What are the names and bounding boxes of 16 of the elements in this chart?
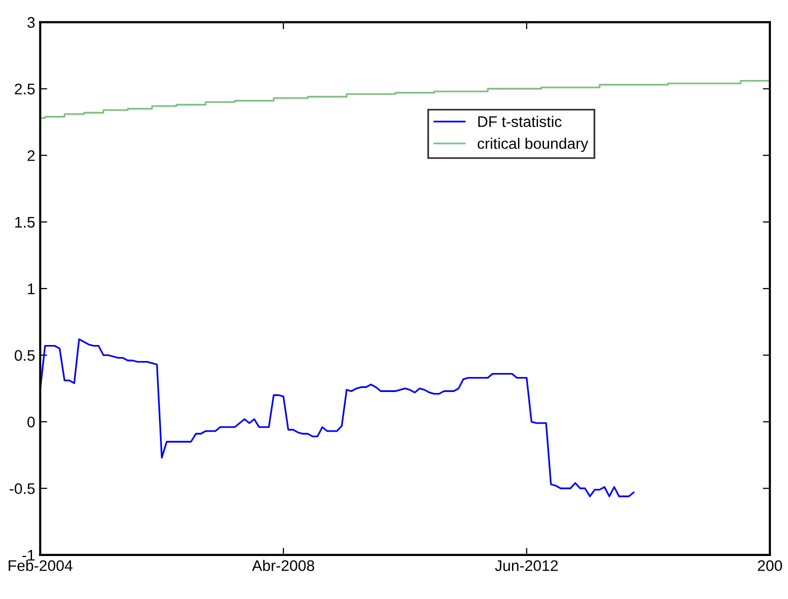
y-tick-label: -1: [22, 550, 35, 561]
legend-label: DF t-statistic: [478, 116, 562, 128]
y-tick-label: 3: [27, 17, 35, 28]
y-tick-label: 0: [27, 416, 35, 428]
x-tick-label: Abr-2008: [252, 560, 314, 572]
y-tick-label: 0.5: [14, 350, 35, 361]
legend-label: critical boundary: [478, 138, 588, 152]
x-tick-label: 200: [758, 560, 782, 572]
y-tick-label: -0.5: [10, 483, 35, 494]
x-tick-label: Jun-2012: [495, 560, 558, 572]
y-tick-label: 2: [28, 150, 35, 161]
y-tick-label: 1.5: [15, 216, 35, 228]
line-series: [40, 338, 635, 498]
y-tick-label: 1: [28, 284, 35, 294]
y-tick-label: 2.5: [14, 84, 35, 94]
x-tick-label: Feb-2004: [8, 560, 72, 572]
